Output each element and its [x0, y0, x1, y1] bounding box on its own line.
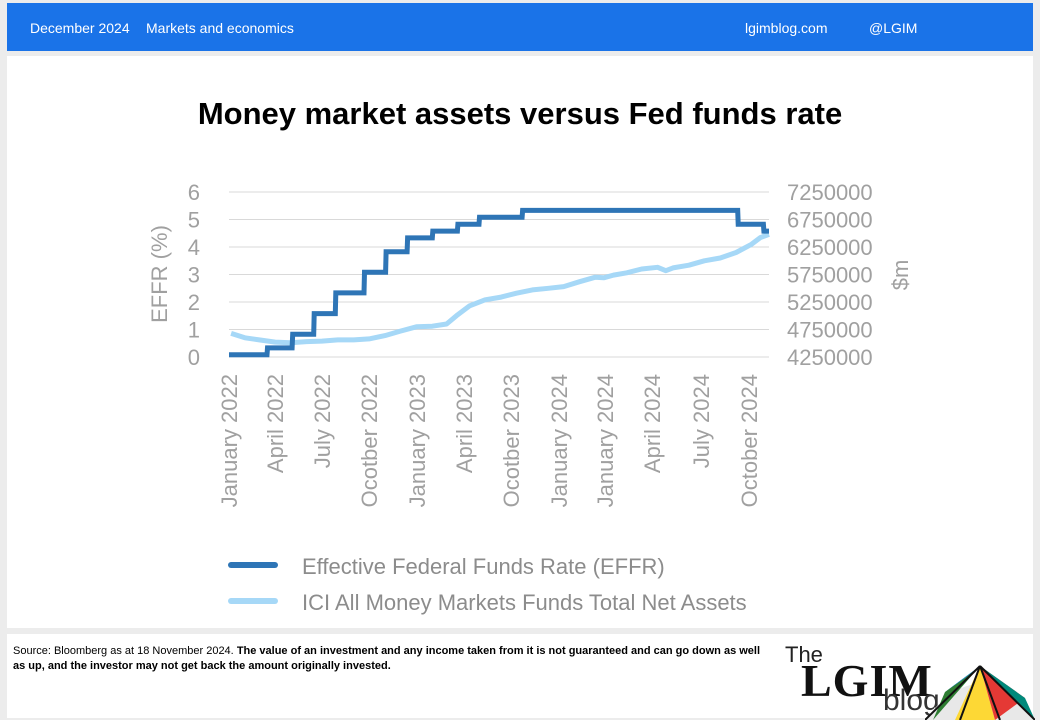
left-axis-tick-label: 4	[188, 235, 200, 260]
x-axis-tick-label: April 2022	[263, 374, 288, 473]
header-twitter-handle[interactable]: @LGIM	[869, 20, 918, 36]
x-axis-tick-label: April 2024	[640, 374, 665, 473]
disclaimer-text: The value of an investment and any incom…	[13, 645, 761, 672]
left-axis-tick-label: 6	[188, 180, 200, 205]
x-axis-tick-label: July 2022	[310, 374, 335, 468]
header-bar: December 2024 Markets and economics lgim…	[7, 3, 1033, 51]
header-site-link[interactable]: lgimblog.com	[745, 20, 828, 36]
right-axis-tick-label: 6750000	[787, 208, 873, 233]
right-axis-title: $m	[888, 260, 913, 291]
right-axis-tick-label: 4250000	[787, 345, 873, 370]
x-axis-tick-label: July 2024	[689, 374, 714, 468]
left-axis-title: EFFR (%)	[147, 225, 172, 323]
x-axis-tick-label: January 2024	[547, 374, 572, 507]
source-note: Source: Bloomberg as at 18 November 2024…	[13, 644, 773, 674]
right-axis-tick-label: 6250000	[787, 235, 873, 260]
header-date: December 2024	[30, 20, 130, 36]
logo-blog: blog	[883, 684, 940, 717]
x-axis-tick-label: Ocotber 2023	[499, 374, 524, 507]
x-axis-tick-label: January 2023	[405, 374, 430, 507]
logo-lgim: LGIM	[801, 655, 933, 706]
x-axis-tick-label: January 2024	[593, 374, 618, 507]
x-axis-tick-label: October 2024	[737, 374, 762, 507]
header-category[interactable]: Markets and economics	[146, 20, 294, 36]
legend-label-ici: ICI All Money Markets Funds Total Net As…	[302, 590, 747, 615]
left-axis-tick-label: 3	[188, 263, 200, 288]
chart-title: Money market assets versus Fed funds rat…	[197, 96, 843, 131]
right-axis-tick-label: 5750000	[787, 263, 873, 288]
series-line-effr	[229, 207, 769, 358]
logo-the: The	[785, 642, 823, 667]
source-text: Source: Bloomberg as at 18 November 2024…	[13, 645, 234, 657]
right-axis-tick-label: 7250000	[787, 180, 873, 205]
x-axis-tick-label: April 2023	[452, 374, 477, 473]
series-line-ici	[230, 232, 770, 346]
chart-panel: Money market assets versus Fed funds rat…	[7, 56, 1033, 628]
x-axis-tick-label: Ocotber 2022	[357, 374, 382, 507]
left-axis-tick-label: 1	[188, 318, 200, 343]
right-axis-tick-label: 4750000	[787, 318, 873, 343]
legend-label-effr: Effective Federal Funds Rate (EFFR)	[302, 554, 665, 579]
lgim-blog-logo[interactable]: The LGIM blog	[785, 638, 1035, 720]
right-axis-tick-label: 5250000	[787, 290, 873, 315]
footer: Source: Bloomberg as at 18 November 2024…	[7, 634, 1035, 720]
umbrella-icon	[925, 665, 1035, 720]
left-axis-tick-label: 0	[188, 345, 200, 370]
x-axis-tick-label: January 2022	[217, 374, 242, 507]
left-axis-tick-label: 2	[188, 290, 200, 315]
left-axis-tick-label: 5	[188, 208, 200, 233]
